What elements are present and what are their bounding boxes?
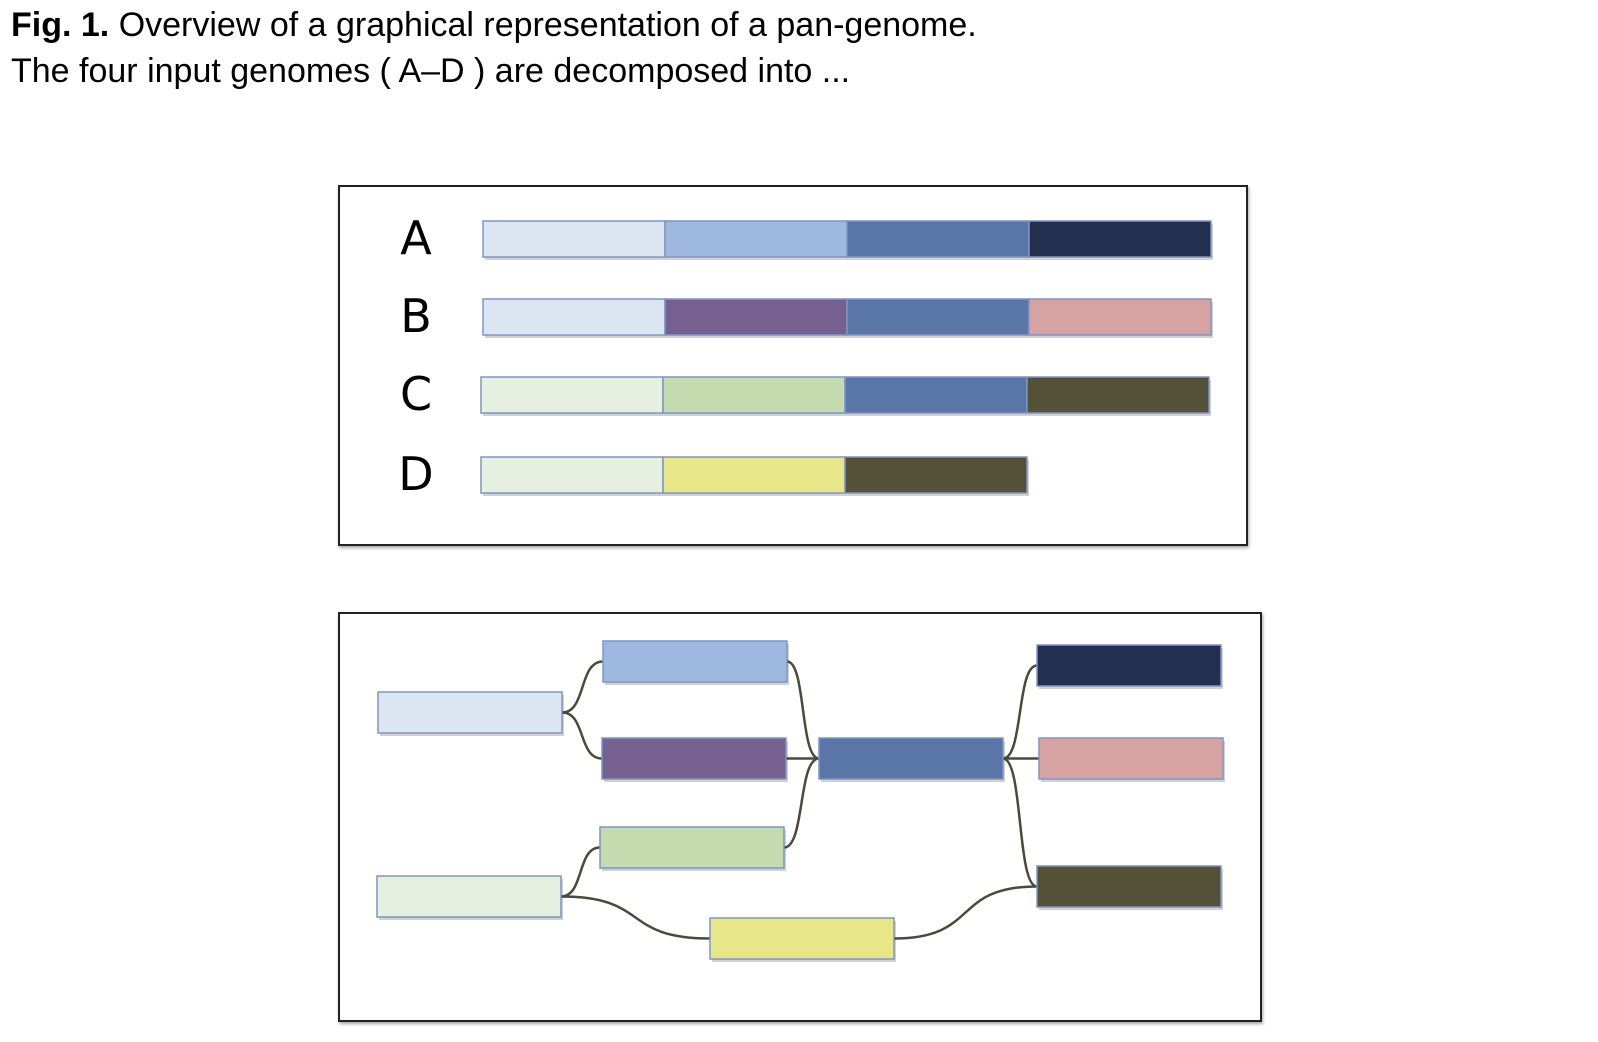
genome-row-b: B <box>400 289 1213 343</box>
graph-edge-n7-n8 <box>1002 664 1038 760</box>
graph-node-n8 <box>1036 644 1222 687</box>
graph-node-n10 <box>1036 865 1222 908</box>
genome-label-a: A <box>400 211 432 265</box>
caption-title-line: Fig. 1. Overview of a graphical represen… <box>11 2 1571 48</box>
genome-a-segment-2 <box>664 220 848 258</box>
genome-b-segment-1 <box>482 298 666 336</box>
graph-nodes <box>376 640 1225 962</box>
genome-a-segment-1 <box>482 220 666 258</box>
pan-genome-graph-diagram <box>376 640 1225 962</box>
genome-d-segment-3 <box>844 456 1028 494</box>
graph-node-n7 <box>818 737 1004 780</box>
graph-node-n4 <box>376 875 562 918</box>
graph-edge-n5-n7 <box>783 757 820 849</box>
genome-b-segment-3 <box>846 298 1030 336</box>
genome-c-segment-1 <box>480 376 664 414</box>
genome-a-segment-3 <box>846 220 1030 258</box>
genome-row-d: D <box>398 447 1029 501</box>
graph-node-n6 <box>709 917 895 960</box>
graph-edges <box>560 660 1039 940</box>
genome-label-d: D <box>398 447 433 501</box>
genome-b-segment-4 <box>1028 298 1212 336</box>
graph-node-n9 <box>1038 737 1224 780</box>
graph-edge-n4-n5 <box>560 846 601 898</box>
figure-caption: Fig. 1. Overview of a graphical represen… <box>11 2 1571 94</box>
graph-node-n3 <box>601 737 787 780</box>
genome-d-segment-2 <box>662 456 846 494</box>
genome-c-segment-3 <box>844 376 1028 414</box>
caption-title: Overview of a graphical representation o… <box>118 6 977 44</box>
genome-row-c: C <box>400 367 1211 421</box>
genome-label-b: B <box>400 289 432 343</box>
genome-c-segment-4 <box>1026 376 1210 414</box>
genome-row-a: A <box>400 211 1213 265</box>
genome-b-segment-2 <box>664 298 848 336</box>
graph-edge-n6-n10 <box>893 885 1038 940</box>
graph-edge-n7-n10 <box>1002 757 1038 888</box>
genome-label-c: C <box>400 367 432 421</box>
graph-edge-n1-n2 <box>561 660 604 714</box>
caption-text: The four input genomes ( A–D ) are decom… <box>11 52 851 90</box>
graph-node-n2 <box>602 640 788 683</box>
graph-edge-n4-n6 <box>560 895 711 940</box>
pan-genome-graph-panel <box>338 612 1262 1022</box>
graph-edge-n2-n7 <box>786 660 820 760</box>
genome-a-segment-4 <box>1028 220 1212 258</box>
genome-c-segment-2 <box>662 376 846 414</box>
graph-node-n1 <box>377 691 563 734</box>
graph-edge-n1-n3 <box>561 711 603 760</box>
graph-node-n5 <box>599 826 785 869</box>
figure-label: Fig. 1. <box>11 6 110 44</box>
genome-d-segment-1 <box>480 456 664 494</box>
